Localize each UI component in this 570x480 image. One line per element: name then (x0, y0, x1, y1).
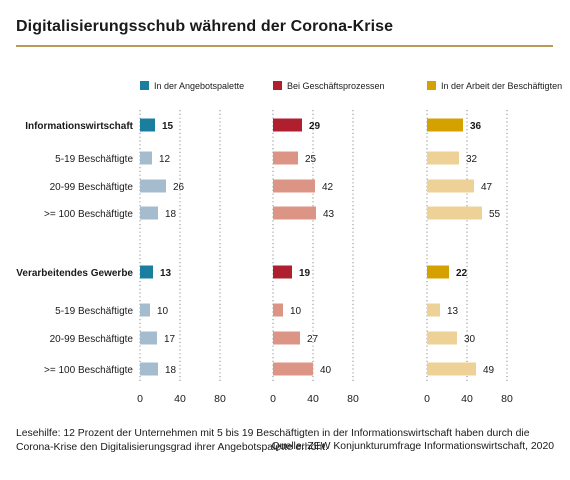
bar (140, 118, 155, 132)
category-label: >= 100 Beschäftigte (44, 365, 133, 376)
x-tick-label: 40 (461, 393, 473, 405)
bar-chart: 0 40 80 0 40 80 0 40 80 In der Angebotspalette Bei… (16, 81, 562, 405)
category-label: 20-99 Beschäftigte (50, 182, 134, 193)
x-tick-label: 40 (307, 393, 319, 405)
data-label: 22 (456, 268, 468, 279)
data-label: 43 (323, 209, 335, 220)
data-label: 19 (299, 268, 311, 279)
data-label: 26 (173, 182, 185, 193)
data-label: 36 (470, 121, 482, 132)
bar (427, 118, 463, 132)
data-label: 49 (483, 365, 495, 376)
bar (273, 151, 298, 165)
x-tick-label: 0 (137, 393, 143, 405)
chart-title: Digitalisierungsschub während der Corona… (16, 18, 394, 35)
bar (273, 331, 300, 345)
group-label: Informationswirtschaft (25, 121, 133, 132)
bar (427, 303, 440, 317)
group-label: Verarbeitendes Gewerbe (16, 268, 133, 279)
data-label: 29 (309, 121, 321, 132)
data-label: 17 (164, 334, 176, 345)
x-tick-label: 40 (174, 393, 186, 405)
bar (140, 151, 152, 165)
bar (140, 303, 150, 317)
data-label: 32 (466, 154, 478, 165)
x-tick-label: 80 (501, 393, 513, 405)
bar (427, 331, 457, 345)
bar (427, 179, 474, 193)
data-label: 13 (160, 268, 172, 279)
bar (140, 179, 166, 193)
bar (140, 331, 157, 345)
legend-swatch (140, 81, 149, 90)
category-label: 5-19 Beschäftigte (55, 154, 133, 165)
bar (273, 303, 283, 317)
x-tick-label: 80 (347, 393, 359, 405)
legend-label: In der Angebotspalette (154, 81, 244, 91)
data-label: 42 (322, 182, 334, 193)
bar (140, 265, 153, 279)
data-label: 40 (320, 365, 332, 376)
bar (273, 118, 302, 132)
category-label: 5-19 Beschäftigte (55, 306, 133, 317)
title-rule (16, 45, 553, 47)
legend-label: In der Arbeit der Beschäftigten (441, 81, 562, 91)
data-label: 27 (307, 334, 319, 345)
x-tick-label: 0 (270, 393, 276, 405)
bar (273, 179, 315, 193)
data-label: 18 (165, 365, 177, 376)
legend-swatch (427, 81, 436, 90)
bar (427, 265, 449, 279)
data-label: 18 (165, 209, 177, 220)
bar (140, 362, 158, 376)
bar (427, 206, 482, 220)
bar (273, 265, 292, 279)
data-label: 25 (305, 154, 317, 165)
legend-label: Bei Geschäftsprozessen (287, 81, 385, 91)
bar (273, 206, 316, 220)
data-label: 10 (157, 306, 169, 317)
data-label: 47 (481, 182, 493, 193)
data-label: 55 (489, 209, 501, 220)
data-label: 12 (159, 154, 171, 165)
data-label: 30 (464, 334, 476, 345)
data-label: 13 (447, 306, 459, 317)
reading-note: Lesehilfe: 12 Prozent der Unternehmen mi… (16, 428, 530, 453)
source-note: Quelle: ZEW Konjunkturumfrage Informatio… (271, 441, 554, 452)
bar (427, 151, 459, 165)
legend-swatch (273, 81, 282, 90)
x-tick-label: 80 (214, 393, 226, 405)
data-label: 15 (162, 121, 174, 132)
x-tick-label: 0 (424, 393, 430, 405)
data-label: 10 (290, 306, 302, 317)
bar (273, 362, 313, 376)
category-label: 20-99 Beschäftigte (50, 334, 134, 345)
category-label: >= 100 Beschäftigte (44, 209, 133, 220)
bar (140, 206, 158, 220)
bar (427, 362, 476, 376)
